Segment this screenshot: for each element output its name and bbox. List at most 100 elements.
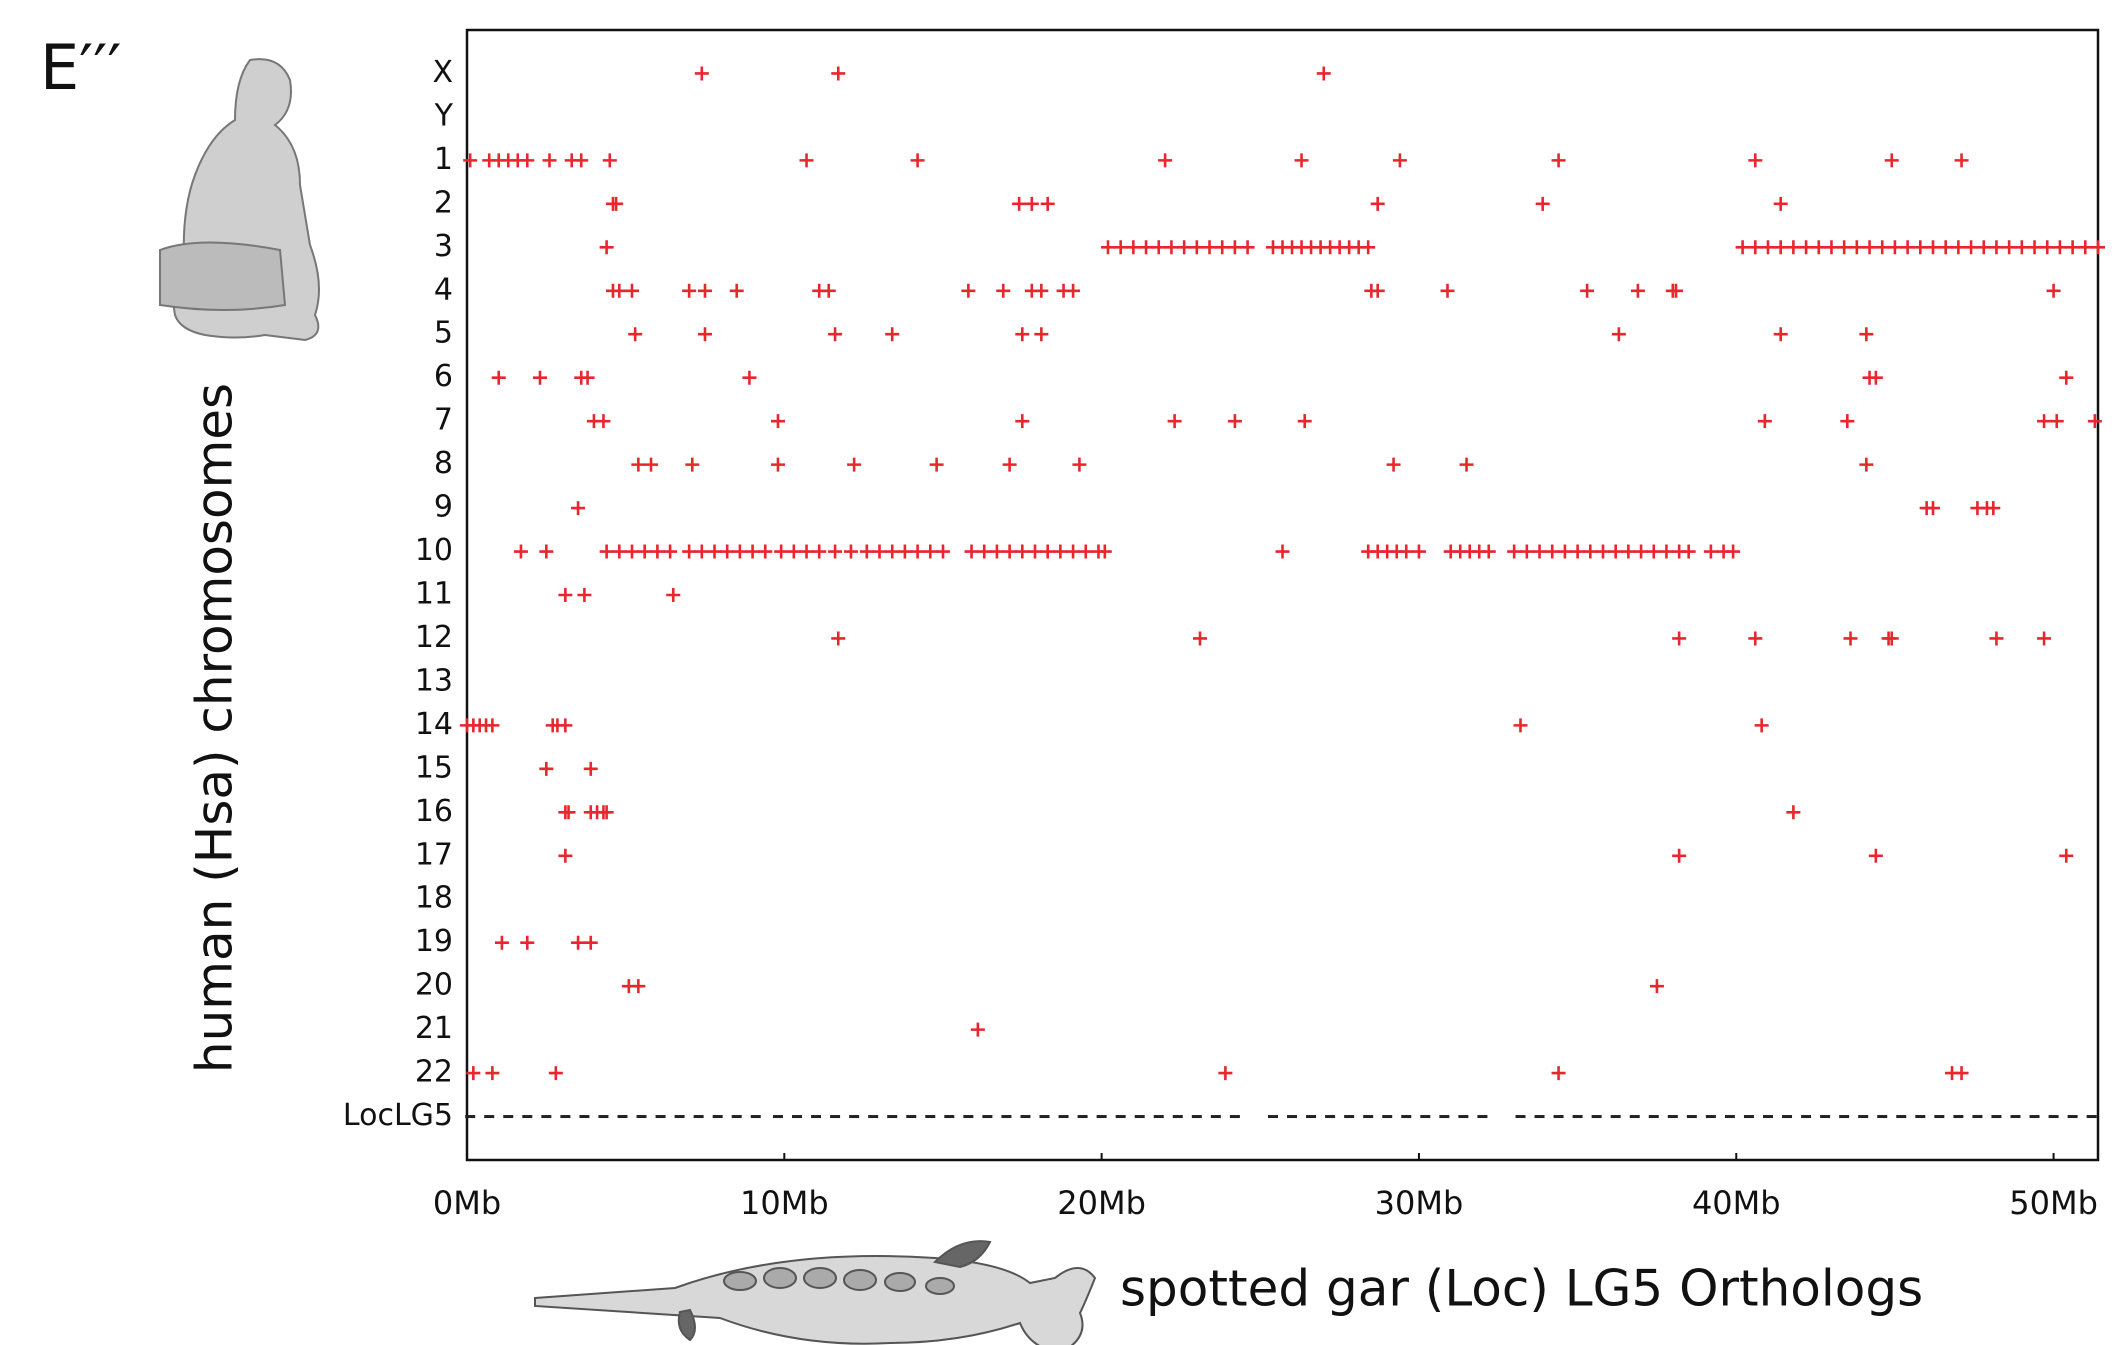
chart-title: E′′′ (40, 31, 121, 104)
ortholog-mark (989, 544, 1004, 559)
ortholog-mark (1748, 631, 1763, 646)
ortholog-mark (574, 153, 589, 168)
ortholog-mark (1608, 544, 1623, 559)
ortholog-mark (1040, 544, 1055, 559)
y-tick-label: LocLG5 (343, 1098, 453, 1133)
ortholog-mark (520, 153, 535, 168)
ortholog-mark (2078, 240, 2093, 255)
ortholog-mark (1164, 240, 1179, 255)
ortholog-mark (799, 544, 814, 559)
ortholog-mark (1139, 240, 1154, 255)
ortholog-mark (628, 327, 643, 342)
ortholog-mark (1066, 283, 1081, 298)
ortholog-mark (609, 196, 624, 211)
ortholog-mark (799, 153, 814, 168)
ortholog-mark (1868, 848, 1883, 863)
x-tick-label: 30Mb (1375, 1184, 1464, 1222)
ortholog-mark (1811, 240, 1826, 255)
ortholog-mark (1786, 240, 1801, 255)
ortholog-mark (1887, 240, 1902, 255)
ortholog-mark (910, 544, 925, 559)
ortholog-mark (847, 457, 862, 472)
ortholog-mark (491, 370, 506, 385)
y-tick-label: 19 (415, 924, 453, 959)
y-tick-label: 10 (415, 533, 453, 568)
y-tick-label: 18 (415, 881, 453, 916)
ortholog-mark (542, 153, 557, 168)
x-tick-label: 0Mb (433, 1184, 501, 1222)
ortholog-mark (625, 544, 640, 559)
ortholog-mark (2046, 283, 2061, 298)
ortholog-mark (2002, 240, 2017, 255)
ortholog-mark (1634, 544, 1649, 559)
ortholog-mark (1481, 544, 1496, 559)
ortholog-mark (1824, 240, 1839, 255)
ortholog-mark (2040, 240, 2055, 255)
y-tick-label: 6 (434, 359, 453, 394)
ortholog-mark (1167, 414, 1182, 429)
ortholog-mark (1113, 240, 1128, 255)
ortholog-mark (2065, 240, 2080, 255)
ortholog-mark (1748, 153, 1763, 168)
ortholog-mark (466, 1066, 481, 1081)
y-tick-label: 4 (434, 272, 453, 307)
ortholog-mark (1875, 240, 1890, 255)
y-tick-label: 7 (434, 403, 453, 438)
ortholog-mark (770, 414, 785, 429)
ortholog-mark (2087, 414, 2102, 429)
ortholog-mark (828, 544, 843, 559)
ortholog-mark (859, 544, 874, 559)
ortholog-mark (494, 935, 509, 950)
ortholog-mark (1078, 544, 1093, 559)
ortholog-mark (644, 457, 659, 472)
ortholog-mark (1519, 544, 1534, 559)
y-tick-label: 13 (415, 663, 453, 698)
ortholog-mark (694, 544, 709, 559)
ortholog-mark (1649, 979, 1664, 994)
ortholog-mark (580, 370, 595, 385)
ortholog-mark (1275, 544, 1290, 559)
y-tick-label: 12 (415, 620, 453, 655)
ortholog-mark (1040, 196, 1055, 211)
ortholog-mark (1703, 544, 1718, 559)
ortholog-mark (1646, 544, 1661, 559)
thinker-icon (159, 58, 320, 342)
ortholog-mark (1951, 240, 1966, 255)
y-tick-label: Y (434, 98, 454, 133)
ortholog-mark (786, 544, 801, 559)
ortholog-mark (1399, 544, 1414, 559)
ortholog-mark (812, 544, 827, 559)
ortholog-mark (1748, 240, 1763, 255)
ortholog-mark (1630, 283, 1645, 298)
ortholog-mark (1015, 414, 1030, 429)
ortholog-mark (663, 544, 678, 559)
ortholog-mark (1773, 196, 1788, 211)
ortholog-mark (1240, 240, 1255, 255)
ortholog-mark (961, 283, 976, 298)
ortholog-mark (828, 327, 843, 342)
ortholog-mark (1672, 631, 1687, 646)
ortholog-mark (1681, 544, 1696, 559)
ortholog-mark (612, 283, 627, 298)
ortholog-mark (697, 327, 712, 342)
ortholog-mark (520, 935, 535, 950)
ortholog-mark (1757, 414, 1772, 429)
ortholog-mark (583, 935, 598, 950)
ortholog-mark (1411, 544, 1426, 559)
ortholog-mark (1926, 501, 1940, 516)
ortholog-mark (1392, 153, 1407, 168)
ortholog-mark (1954, 1066, 1969, 1081)
ortholog-mark (831, 631, 846, 646)
ortholog-mark (742, 370, 757, 385)
ortholog-mark (685, 457, 700, 472)
ortholog-mark (1913, 240, 1928, 255)
ortholog-mark (1297, 414, 1312, 429)
ortholog-mark (1621, 544, 1636, 559)
ortholog-mark (1015, 327, 1030, 342)
ortholog-mark (1786, 805, 1801, 820)
ortholog-mark (1097, 544, 1112, 559)
ortholog-mark (1926, 240, 1940, 255)
ortholog-mark (1100, 240, 1115, 255)
ortholog-mark (821, 283, 836, 298)
ortholog-mark (929, 457, 944, 472)
